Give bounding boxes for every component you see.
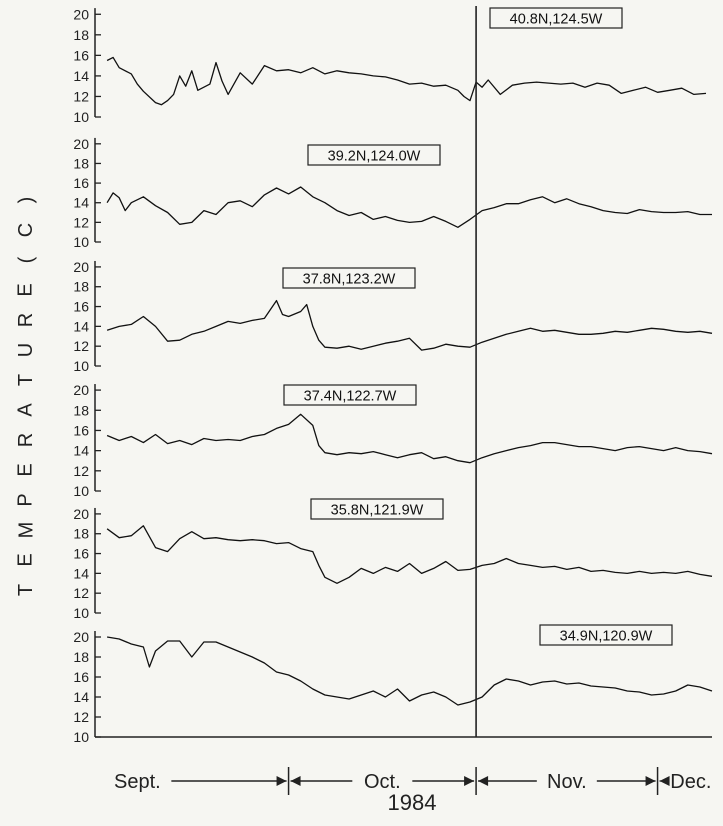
- station-label-box: 40.8N,124.5W: [489, 7, 623, 29]
- y-axis-label-char: A: [15, 403, 37, 417]
- y-tick-label: 16: [73, 299, 89, 315]
- arrow-head: [290, 776, 301, 786]
- y-tick-label: 12: [73, 709, 89, 725]
- y-axis-label-char: ): [14, 196, 37, 204]
- y-axis-label-char: U: [14, 342, 37, 358]
- station-label-frame: [282, 267, 416, 289]
- panel-2: 10 12 14 16 18 20: [73, 136, 712, 250]
- y-tick-label: 12: [73, 88, 89, 104]
- y-tick-label: 14: [73, 68, 89, 84]
- y-tick-label: 20: [73, 136, 89, 152]
- station-label-box: 37.4N,122.7W: [283, 384, 417, 406]
- y-tick-label: 18: [73, 526, 89, 542]
- month-label: Nov.: [547, 771, 587, 793]
- y-tick-label: 20: [73, 382, 89, 398]
- y-axis-label-char: P: [15, 493, 37, 507]
- station-label-frame: [307, 144, 441, 166]
- y-axis-label-char: R: [14, 432, 37, 448]
- arrow-head: [464, 776, 475, 786]
- y-axis-label-char: M: [14, 521, 37, 539]
- panel-6: 10 12 14 16 18 20: [73, 629, 713, 745]
- y-axis-label-char: R: [14, 312, 37, 328]
- station-labels: 40.8N,124.5W 39.2N,124.0W 37.8N,123.2W 37.4…: [282, 7, 673, 646]
- y-tick-label: 14: [73, 689, 89, 705]
- panel-1: 10 12 14 16 18 20: [73, 6, 707, 125]
- temperature-series-line: [106, 186, 712, 228]
- time-axis: Sept. Oct. Nov. Dec.: [114, 767, 711, 795]
- y-tick-label: 10: [73, 109, 89, 125]
- y-axis-label-char: C: [14, 222, 37, 238]
- y-axis-label-char: T: [15, 583, 37, 597]
- station-label-box: 37.8N,123.2W: [282, 267, 416, 289]
- temperature-series-line: [106, 299, 713, 351]
- y-tick-label: 10: [73, 483, 89, 499]
- y-tick-label: 20: [73, 6, 89, 22]
- y-tick-label: 16: [73, 546, 89, 562]
- y-tick-label: 14: [73, 443, 89, 459]
- station-label: 37.8N,123.2W: [303, 272, 396, 288]
- y-tick-label: 16: [73, 175, 89, 191]
- station-label-box: 34.9N,120.9W: [539, 624, 673, 646]
- y-tick-label: 18: [73, 27, 89, 43]
- y-tick-label: 18: [73, 402, 89, 418]
- arrow-head: [276, 776, 287, 786]
- y-axis-label-char: (: [14, 256, 37, 264]
- y-tick-label: 18: [73, 649, 89, 665]
- temperature-series-line: [106, 56, 707, 106]
- panel-4: 10 12 14 16 18 20: [73, 382, 713, 499]
- year-label: 1984: [388, 790, 437, 815]
- y-tick-label: 12: [73, 214, 89, 230]
- temperature-series-line: [106, 413, 713, 464]
- arrow-head: [659, 776, 670, 786]
- y-axis-label: ) C(E R U T A R E P M E T: [8, 190, 44, 600]
- station-label-frame: [539, 624, 673, 646]
- y-tick-label: 18: [73, 155, 89, 171]
- station-label: 39.2N,124.0W: [328, 149, 421, 165]
- panel-5: 10 12 14 16 18 20: [73, 506, 713, 621]
- y-tick-label: 12: [73, 338, 89, 354]
- station-label-frame: [283, 384, 417, 406]
- y-axis-label-char: E: [15, 463, 37, 477]
- station-label-frame: [310, 498, 444, 520]
- y-tick-label: 20: [73, 506, 89, 522]
- temperature-series-line: [106, 525, 713, 584]
- month-label: Dec.: [670, 771, 711, 793]
- y-tick-label: 18: [73, 279, 89, 295]
- y-tick-label: 20: [73, 629, 89, 645]
- y-tick-label: 16: [73, 422, 89, 438]
- y-tick-label: 12: [73, 463, 89, 479]
- y-tick-label: 10: [73, 234, 89, 250]
- station-label-frame: [489, 7, 623, 29]
- arrow-head: [478, 776, 489, 786]
- y-tick-label: 10: [73, 605, 89, 621]
- y-axis-label-char: E: [15, 283, 37, 297]
- station-label-box: 39.2N,124.0W: [307, 144, 441, 166]
- y-tick-label: 14: [73, 195, 89, 211]
- y-tick-label: 10: [73, 358, 89, 374]
- arrow-head: [645, 776, 656, 786]
- month-label: Sept.: [114, 771, 161, 793]
- y-tick-label: 16: [73, 669, 89, 685]
- panels: 10 12 14 16 18 20 10 12 14 16 18 20 10 12 14 16 18 20 10 12…: [73, 6, 713, 745]
- panel-3: 10 12 14 16 18 20: [73, 259, 713, 374]
- y-axis-label-char: E: [15, 553, 37, 567]
- y-tick-label: 16: [73, 47, 89, 63]
- month-label: Oct.: [364, 771, 401, 793]
- y-tick-label: 10: [73, 729, 89, 745]
- y-tick-label: 14: [73, 565, 89, 581]
- y-tick-label: 12: [73, 585, 89, 601]
- y-tick-label: 20: [73, 259, 89, 275]
- station-label-box: 35.8N,121.9W: [310, 498, 444, 520]
- temperature-series-line: [106, 636, 713, 706]
- y-tick-label: 14: [73, 318, 89, 334]
- station-label: 35.8N,121.9W: [331, 503, 424, 519]
- station-label: 34.9N,120.9W: [560, 629, 653, 645]
- station-label: 40.8N,124.5W: [510, 12, 603, 28]
- station-label: 37.4N,122.7W: [304, 389, 397, 405]
- y-axis-label-char: T: [15, 373, 37, 387]
